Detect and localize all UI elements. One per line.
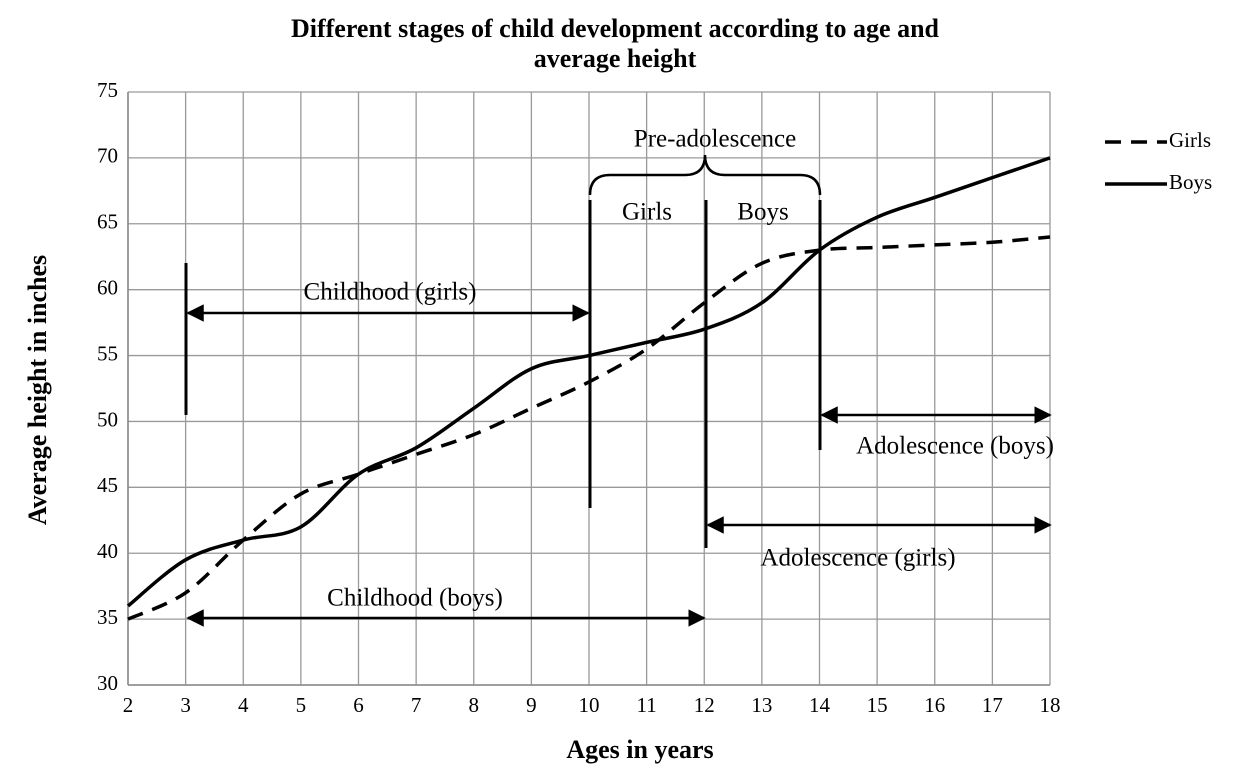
series-line <box>126 156 1051 608</box>
x-tick-label: 7 <box>411 693 422 717</box>
x-tick-label: 14 <box>809 693 831 717</box>
annotation: Childhood (girls) <box>304 279 477 306</box>
annotation: Girls <box>622 199 672 226</box>
x-tick-label: 9 <box>526 693 537 717</box>
annotations <box>184 154 1052 627</box>
x-axis-label: Ages in years <box>566 735 713 764</box>
y-tick-label: 65 <box>97 210 118 234</box>
x-tick-label: 6 <box>353 693 364 717</box>
x-tick-label: 16 <box>924 693 945 717</box>
annotation: Pre-adolescence <box>634 126 796 153</box>
y-tick-label: 60 <box>97 275 118 299</box>
x-tick-label: 2 <box>123 693 134 717</box>
annotation: Childhood (boys) <box>327 585 503 612</box>
y-tick-label: 55 <box>97 341 118 365</box>
x-tick-label: 12 <box>694 693 715 717</box>
legend-label: Girls <box>1169 128 1211 152</box>
x-tick-label: 4 <box>238 693 249 717</box>
series-line <box>127 235 1051 621</box>
annotation: Adolescence (girls) <box>760 545 955 572</box>
x-tick-label: 15 <box>867 693 888 717</box>
y-tick-label: 45 <box>97 473 118 497</box>
x-tick-label: 5 <box>296 693 307 717</box>
y-tick-label: 75 <box>97 78 118 102</box>
x-tick-label: 13 <box>751 693 772 717</box>
y-tick-label: 30 <box>97 671 118 695</box>
x-tick-label: 11 <box>637 693 657 717</box>
y-tick-label: 50 <box>97 407 118 431</box>
annotation: Adolescence (boys) <box>856 433 1054 460</box>
legend-label: Boys <box>1169 170 1212 194</box>
y-axis-label: Average height in inches <box>23 255 52 525</box>
y-tick-label: 70 <box>97 144 118 168</box>
x-tick-label: 18 <box>1040 693 1061 717</box>
y-tick-label: 35 <box>97 605 118 629</box>
x-tick-label: 8 <box>469 693 480 717</box>
annotation: Boys <box>737 199 788 226</box>
chart-title: Different stages of child development ac… <box>290 14 939 73</box>
x-tick-label: 17 <box>982 693 1003 717</box>
y-tick-label: 40 <box>97 539 118 563</box>
brace <box>588 154 822 196</box>
x-tick-label: 10 <box>579 693 600 717</box>
x-tick-label: 3 <box>180 693 191 717</box>
